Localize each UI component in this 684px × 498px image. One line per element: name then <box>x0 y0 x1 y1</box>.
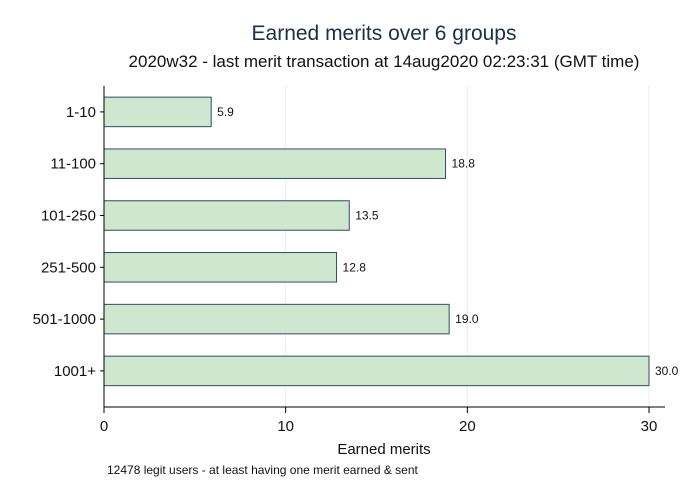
category-label-251-500: 251-500 <box>41 259 96 276</box>
value-label-11-100: 18.8 <box>452 157 476 171</box>
category-label-11-100: 11-100 <box>50 156 96 173</box>
value-label-1001+: 30.0 <box>655 364 679 378</box>
category-label-101-250: 101-250 <box>41 208 96 225</box>
chart-subtitle: 2020w32 - last merit transaction at 14au… <box>129 52 640 71</box>
x-tick-label-0: 0 <box>100 418 108 435</box>
x-axis-label: Earned merits <box>337 441 430 458</box>
bar-251-500 <box>103 252 338 283</box>
value-label-501-1000: 19.0 <box>455 312 479 326</box>
value-label-1-10: 5.9 <box>217 105 234 119</box>
bar-101-250 <box>103 200 350 231</box>
bars-layer: 5.9 18.8 13.5 12.8 19.0 30.0 <box>103 96 679 387</box>
bar-11-100 <box>103 148 447 179</box>
category-label-1001+: 1001+ <box>54 363 96 380</box>
x-tick-label-30: 30 <box>641 418 658 435</box>
bar-501-1000 <box>103 303 450 335</box>
bar-1001+ <box>103 355 650 387</box>
bar-1-10 <box>103 96 212 128</box>
x-tick-label-10: 10 <box>277 418 294 435</box>
category-label-1-10: 1-10 <box>66 104 96 121</box>
category-label-501-1000: 501-1000 <box>33 311 96 328</box>
axis-layer: 1-10 11-100 101-250 251-500 501-1000 1001+ 0 10… <box>33 86 665 435</box>
chart-title: Earned merits over 6 groups <box>252 22 517 45</box>
grid-layer <box>285 86 650 407</box>
value-label-101-250: 13.5 <box>355 209 379 223</box>
value-label-251-500: 12.8 <box>343 260 367 274</box>
chart-note: 12478 legit users - at least having one … <box>107 463 419 477</box>
x-tick-label-20: 20 <box>459 418 476 435</box>
